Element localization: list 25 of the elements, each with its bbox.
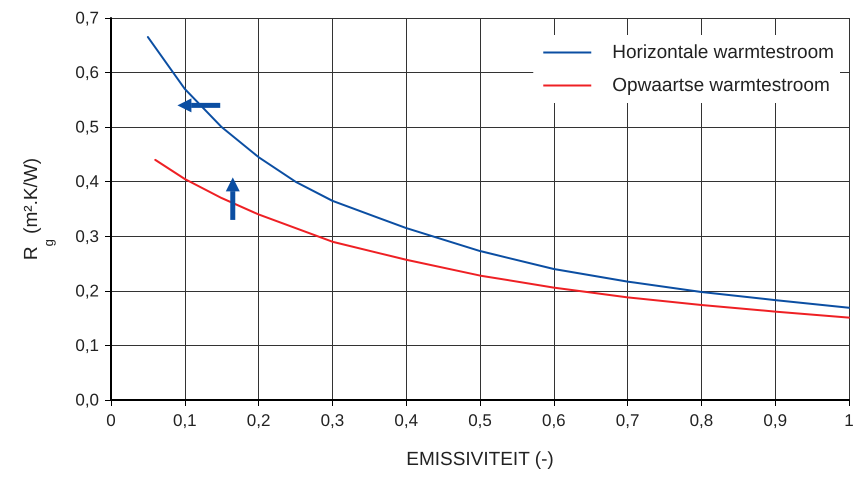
- y-axis-title: Rg (m².K/W): [21, 158, 56, 260]
- y-tick-label: 0,5: [75, 118, 99, 137]
- y-tick-label: 0,1: [75, 336, 99, 355]
- legend-label: Horizontale warmtestroom: [612, 42, 834, 63]
- x-tick-label: 0,5: [468, 411, 492, 430]
- y-tick-label: 0,2: [75, 281, 99, 300]
- x-tick-label: 0,2: [246, 411, 270, 430]
- y-tick-label: 0,0: [75, 390, 99, 410]
- y-tick-label: 0,3: [75, 226, 99, 246]
- x-tick-label: 0,1: [172, 411, 197, 430]
- x-tick-label: 0,8: [690, 411, 714, 430]
- y-tick-label: 0,6: [75, 63, 99, 82]
- x-tick-label: 1: [844, 411, 854, 430]
- x-axis-title: EMISSIVITEIT (-): [406, 449, 554, 470]
- legend-label: Opwaartse warmtestroom: [612, 75, 830, 96]
- x-tick-label: 0,7: [616, 411, 640, 430]
- x-tick-label: 0,6: [542, 411, 566, 430]
- x-tick-label: 0,9: [763, 411, 788, 430]
- x-tick-label: 0,4: [394, 411, 418, 430]
- x-tick-label: 0: [106, 411, 116, 430]
- y-tick-label: 0,7: [75, 8, 99, 28]
- y-tick-label: 0,4: [75, 172, 99, 192]
- line-series: [146, 36, 850, 309]
- x-tick-label: 0,3: [320, 411, 344, 430]
- line-series: [154, 158, 850, 319]
